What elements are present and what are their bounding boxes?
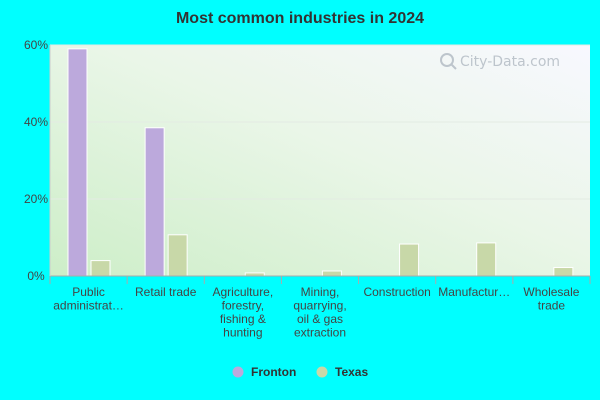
legend-swatch (232, 366, 244, 378)
y-tick-label: 60% (24, 38, 48, 52)
legend: Fronton Texas (232, 365, 368, 379)
magnifier-icon (440, 53, 454, 67)
y-axis: 0% 20% 40% 60% (24, 38, 48, 283)
y-tick-label: 0% (27, 269, 45, 283)
plot-area (50, 45, 590, 276)
x-tick-label: Public administrat… (53, 285, 124, 313)
x-tick-label: Construction (363, 285, 430, 299)
x-tick-label: Mining, quarrying, oil & gas extraction (293, 285, 346, 340)
gridlines (50, 44, 590, 200)
bar-texas (399, 243, 420, 277)
legend-label: Texas (335, 365, 368, 379)
x-tick-label: Manufactur… (438, 285, 510, 299)
x-tick-label: Wholesale trade (523, 285, 579, 313)
x-tick-label: Agriculture, forestry, fishing & hunting (213, 285, 274, 340)
bar-texas (90, 260, 111, 277)
legend-item-fronton: Fronton (232, 365, 296, 379)
legend-label: Fronton (251, 365, 296, 379)
bar-fronton (67, 48, 88, 277)
bar-texas (476, 242, 497, 277)
legend-swatch (316, 366, 328, 378)
y-tick-label: 40% (24, 115, 48, 129)
chart-title: Most common industries in 2024 (176, 10, 424, 27)
bars (67, 48, 574, 277)
x-tick-label: Retail trade (135, 285, 197, 299)
bar-texas (553, 267, 574, 277)
bar-texas (321, 270, 342, 277)
x-axis: Public administrat… Retail trade Agricultur… (49, 45, 591, 340)
watermark-text: City-Data.com (460, 54, 560, 70)
bar-texas (167, 234, 188, 277)
legend-item-texas: Texas (316, 365, 368, 379)
y-tick-label: 20% (24, 192, 48, 206)
watermark: City-Data.com (440, 53, 560, 70)
bar-fronton (144, 127, 165, 277)
